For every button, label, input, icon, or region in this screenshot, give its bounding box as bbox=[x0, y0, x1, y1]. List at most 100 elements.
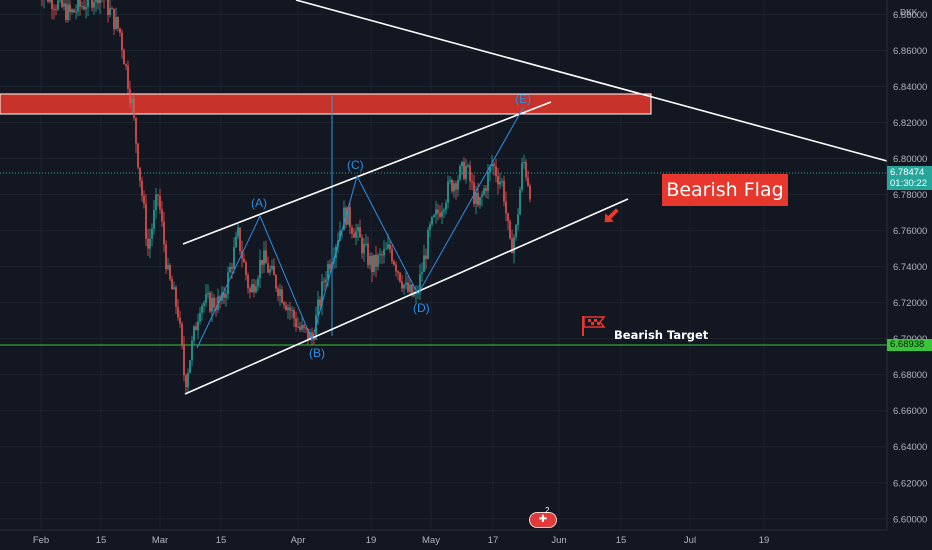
candle-body bbox=[377, 254, 379, 267]
candle-body bbox=[375, 254, 377, 267]
time-axis[interactable]: Feb 15 Mar 15 Apr 19 May 17 Jun 15 Jul 19 bbox=[33, 535, 769, 546]
time-tick-label: Feb bbox=[33, 535, 49, 546]
time-tick-label: May bbox=[422, 535, 440, 546]
flag-icon bbox=[582, 316, 606, 336]
resistance-zone[interactable] bbox=[0, 93, 652, 115]
bearish-target-label[interactable]: Bearish Target bbox=[614, 328, 709, 342]
candle-body bbox=[399, 272, 401, 282]
events-badge[interactable]: ✚ bbox=[529, 512, 557, 528]
candle-body bbox=[283, 302, 285, 306]
candle-body bbox=[453, 183, 455, 192]
candle-body bbox=[87, 0, 89, 7]
candle-body bbox=[467, 165, 469, 167]
candle-body bbox=[165, 244, 167, 270]
candle-body bbox=[201, 305, 203, 313]
candle-body bbox=[323, 281, 325, 283]
candle-body bbox=[317, 299, 319, 315]
price-tick-label: 6.60000 bbox=[893, 514, 927, 525]
candle-body bbox=[321, 281, 323, 306]
elliott-wave-path[interactable] bbox=[196, 107, 524, 349]
time-tick-label: 15 bbox=[616, 535, 627, 546]
candle-body bbox=[211, 297, 213, 312]
candle-body bbox=[303, 325, 305, 328]
candle-body bbox=[307, 328, 309, 341]
candle-body bbox=[397, 271, 399, 273]
candle-body bbox=[405, 282, 407, 285]
price-tick-label: 6.86000 bbox=[893, 46, 927, 57]
candle-body bbox=[193, 326, 195, 341]
candle-body bbox=[229, 266, 231, 273]
dividend-icon: ✚ bbox=[538, 514, 548, 525]
candle-body bbox=[503, 180, 505, 202]
candle-body bbox=[231, 266, 233, 269]
candle-body bbox=[253, 284, 255, 293]
candle-body bbox=[75, 11, 77, 13]
candle-body bbox=[177, 306, 179, 318]
candle-body bbox=[311, 332, 313, 339]
candle-body bbox=[433, 215, 435, 218]
candle-body bbox=[493, 163, 495, 167]
currency-label: DKK bbox=[900, 7, 918, 17]
candle-body bbox=[447, 181, 449, 203]
channel-upper-line[interactable] bbox=[182, 101, 552, 245]
candle-body bbox=[369, 255, 371, 266]
candle-body bbox=[423, 255, 425, 272]
candle-body bbox=[269, 269, 271, 273]
candle-body bbox=[291, 309, 293, 311]
candle-body bbox=[247, 275, 249, 289]
candle-body bbox=[409, 284, 411, 292]
candle-body bbox=[517, 214, 519, 226]
candle-body bbox=[337, 240, 339, 247]
candle-body bbox=[81, 6, 83, 8]
candle-body bbox=[313, 338, 315, 340]
candle-body bbox=[445, 202, 447, 210]
candle-body bbox=[263, 250, 265, 265]
price-tick-label: 6.62000 bbox=[893, 478, 927, 489]
candle-body bbox=[183, 345, 185, 376]
price-tick-label: 6.72000 bbox=[893, 298, 927, 309]
candle-body bbox=[365, 243, 367, 245]
candle-body bbox=[149, 238, 151, 249]
candle-body bbox=[513, 237, 515, 254]
candle-body bbox=[157, 194, 159, 196]
candle-body bbox=[163, 221, 165, 245]
candle-body bbox=[235, 236, 237, 248]
channel-lower-line[interactable] bbox=[184, 198, 629, 395]
time-tick-label: Mar bbox=[152, 535, 168, 546]
candle-body bbox=[239, 227, 241, 252]
candle-body bbox=[209, 292, 211, 312]
candle-body bbox=[73, 9, 75, 13]
candle-body bbox=[343, 207, 345, 230]
candle-body bbox=[441, 211, 443, 217]
candle-body bbox=[285, 305, 287, 311]
countdown-timer: 01:30:22 bbox=[890, 178, 927, 189]
candle-body bbox=[53, 8, 55, 10]
price-axis[interactable]: 6.88000 6.86000 6.84000 6.82000 6.80000 6.780… bbox=[893, 10, 927, 525]
descending-trendline[interactable] bbox=[295, 0, 888, 162]
candle-body bbox=[225, 294, 227, 298]
candle-body bbox=[167, 265, 169, 270]
candle-body bbox=[435, 209, 437, 216]
candle-body bbox=[85, 6, 87, 10]
candlestick-series[interactable] bbox=[37, 0, 531, 393]
candle-body bbox=[393, 261, 395, 265]
candle-body bbox=[499, 181, 501, 185]
candle-body bbox=[293, 309, 295, 319]
candle-body bbox=[451, 179, 453, 192]
candle-body bbox=[97, 0, 99, 4]
candle-body bbox=[55, 9, 57, 11]
candle-body bbox=[255, 286, 257, 293]
candle-body bbox=[475, 192, 477, 204]
candle-body bbox=[71, 9, 73, 13]
price-tick-label: 6.84000 bbox=[893, 82, 927, 93]
candle-body bbox=[349, 207, 351, 228]
candle-body bbox=[95, 0, 97, 2]
candle-body bbox=[491, 163, 493, 167]
candle-body bbox=[191, 340, 193, 361]
bearish-flag-label[interactable]: Bearish Flag bbox=[662, 174, 788, 206]
candle-body bbox=[273, 265, 275, 276]
candle-body bbox=[249, 288, 251, 293]
candle-body bbox=[203, 302, 205, 306]
candle-body bbox=[175, 287, 177, 307]
